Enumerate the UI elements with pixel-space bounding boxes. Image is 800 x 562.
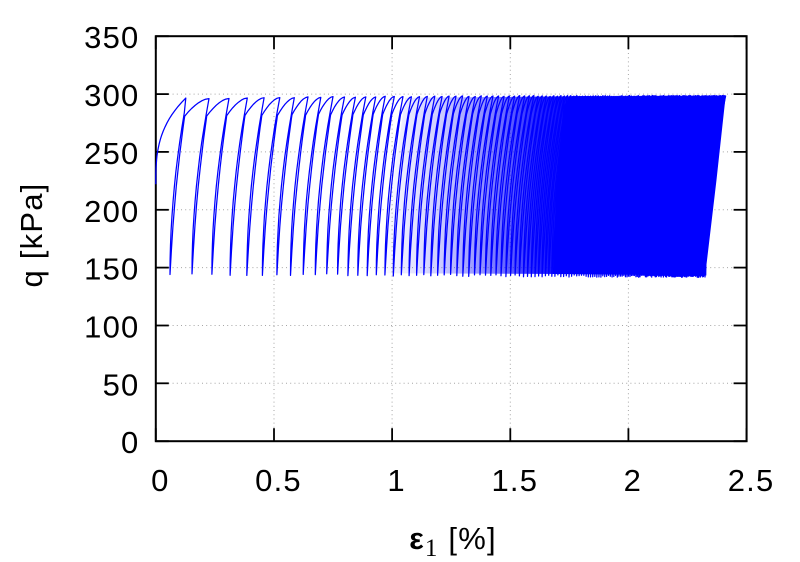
svg-text:0: 0 bbox=[121, 425, 139, 460]
svg-text:1: 1 bbox=[387, 463, 405, 498]
svg-text:0.5: 0.5 bbox=[255, 463, 302, 498]
svg-text:250: 250 bbox=[84, 136, 139, 171]
svg-text:ε1 [%]: ε1 [%] bbox=[409, 521, 497, 562]
svg-text:0: 0 bbox=[151, 463, 169, 498]
svg-text:2.5: 2.5 bbox=[728, 463, 775, 498]
svg-text:350: 350 bbox=[84, 20, 139, 55]
svg-text:1.5: 1.5 bbox=[491, 463, 538, 498]
svg-text:50: 50 bbox=[103, 367, 140, 402]
svg-text:300: 300 bbox=[84, 78, 139, 113]
svg-text:2: 2 bbox=[624, 463, 642, 498]
svg-text:150: 150 bbox=[84, 252, 139, 287]
svg-text:100: 100 bbox=[84, 310, 139, 345]
svg-text:200: 200 bbox=[84, 194, 139, 229]
svg-text:q [kPa]: q [kPa] bbox=[14, 183, 49, 288]
